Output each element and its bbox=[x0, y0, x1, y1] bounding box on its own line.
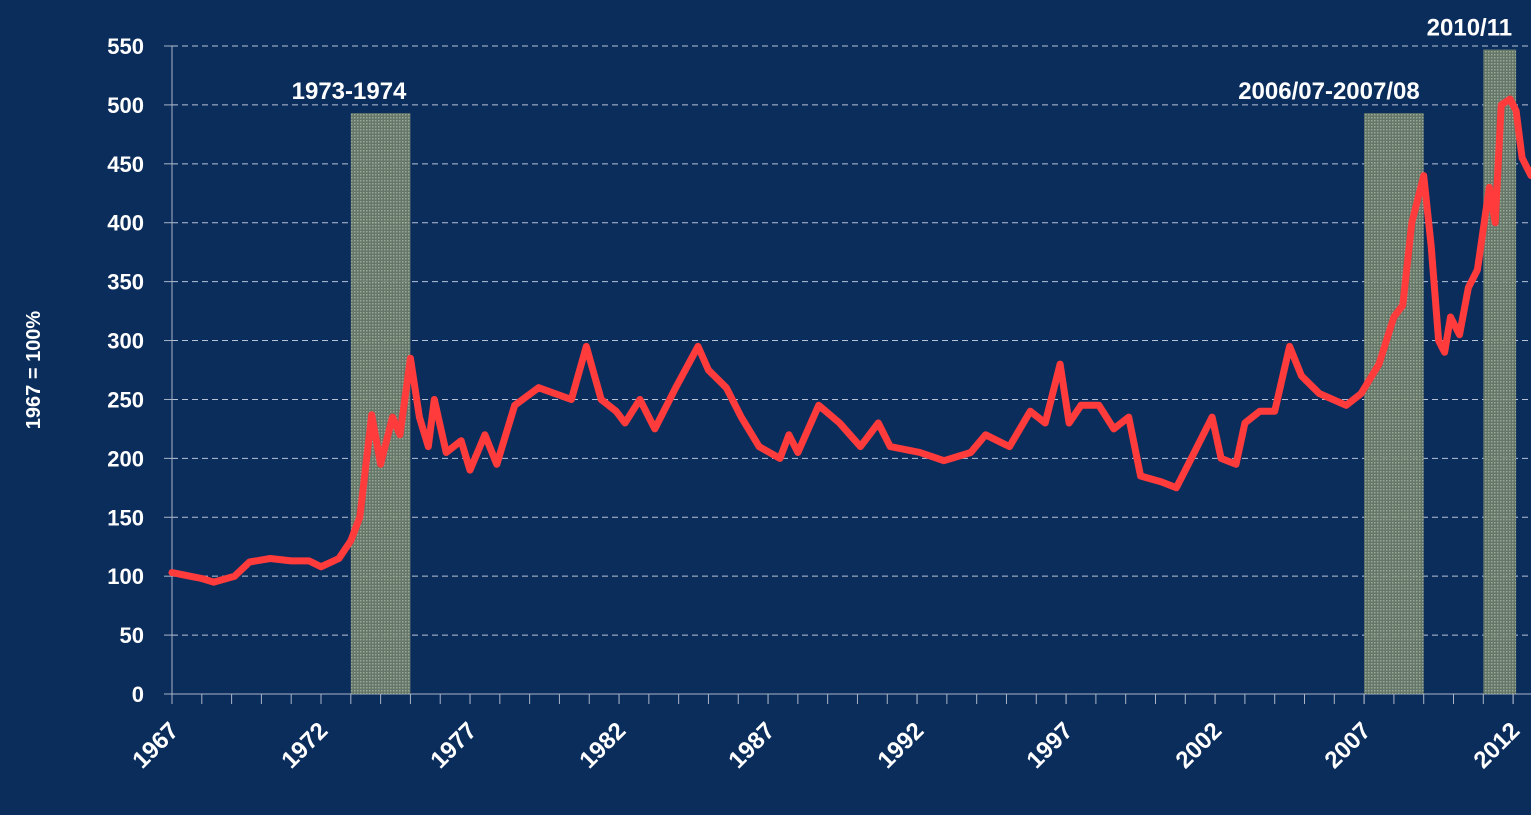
y-tick-label: 550 bbox=[107, 34, 144, 59]
y-tick-label: 200 bbox=[107, 446, 144, 471]
y-tick-label: 500 bbox=[107, 93, 144, 118]
y-tick-label: 100 bbox=[107, 564, 144, 589]
region-label: 2006/07-2007/08 bbox=[1238, 78, 1420, 105]
data-line bbox=[168, 95, 1531, 586]
region-label: 1973-1974 bbox=[292, 78, 407, 105]
shaded-region bbox=[350, 113, 411, 694]
y-tick-label: 0 bbox=[132, 682, 144, 707]
y-tick-label: 400 bbox=[107, 211, 144, 236]
y-tick-label: 150 bbox=[107, 505, 144, 530]
y-tick-label: 350 bbox=[107, 270, 144, 295]
y-tick-label: 450 bbox=[107, 152, 144, 177]
y-tick-label: 250 bbox=[107, 387, 144, 412]
region-label: 2010/11 bbox=[1427, 15, 1512, 42]
y-axis-label: 1967 = 100% bbox=[23, 311, 45, 430]
y-tick-label: 50 bbox=[120, 623, 144, 648]
y-tick-label: 300 bbox=[107, 329, 144, 354]
